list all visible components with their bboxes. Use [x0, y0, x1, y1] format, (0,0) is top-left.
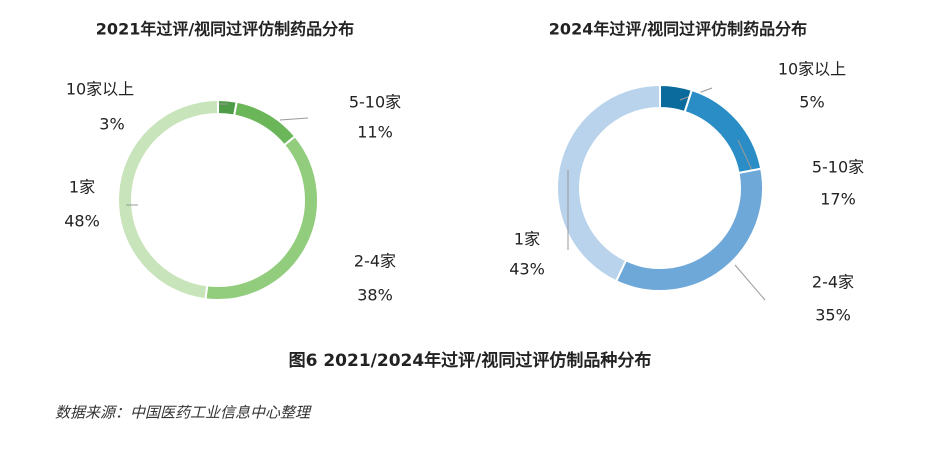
source-note: 数据来源：中国医药工业信息中心整理: [55, 404, 312, 422]
slice-label: 2-4家: [812, 273, 854, 292]
slice-label: 10家以上: [778, 60, 846, 79]
donut-slice: [204, 134, 319, 301]
leader-line: [279, 117, 309, 121]
slice-value-label: 35%: [815, 306, 851, 325]
leader-line: [737, 139, 753, 171]
donut-slice: [683, 88, 763, 175]
slice-label: 1家: [514, 230, 540, 249]
slice-value-label: 48%: [64, 212, 100, 231]
chart-title: 2021年过评/视同过评仿制药品分布: [96, 20, 354, 39]
figure-caption: 图6 2021/2024年过评/视同过评仿制品种分布: [289, 350, 652, 371]
slice-label: 2-4家: [354, 252, 396, 271]
donut-slice: [232, 100, 297, 147]
slice-value-label: 38%: [357, 286, 393, 305]
slice-label: 10家以上: [66, 80, 134, 99]
slice-value-label: 3%: [99, 115, 124, 134]
donut-slice: [117, 98, 219, 301]
slice-label: 5-10家: [349, 93, 401, 112]
donut-slice: [556, 83, 661, 283]
slice-value-label: 17%: [820, 190, 856, 209]
slice-value-label: 43%: [509, 260, 545, 279]
leader-line: [734, 264, 766, 301]
slice-label: 5-10家: [812, 158, 864, 177]
chart-title: 2024年过评/视同过评仿制药品分布: [549, 20, 807, 39]
slice-value-label: 11%: [357, 123, 393, 142]
slice-label: 1家: [69, 178, 95, 197]
slice-value-label: 5%: [799, 93, 824, 112]
